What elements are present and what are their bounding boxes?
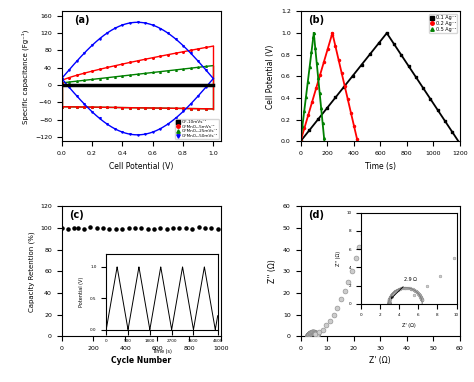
Point <box>144 225 151 231</box>
Point <box>99 225 107 231</box>
Text: (b): (b) <box>309 15 325 25</box>
Point <box>71 225 78 231</box>
Y-axis label: Capacity Retention (%): Capacity Retention (%) <box>28 231 35 312</box>
Legend: GF-10mVs⁻¹, GFMnO₂-5mVs⁻¹, GFMnO₂-25mVs⁻¹, GFMnO₂-50mVs⁻¹: GF-10mVs⁻¹, GFMnO₂-5mVs⁻¹, GFMnO₂-25mVs⁻… <box>175 119 219 139</box>
X-axis label: Cell Potential (V): Cell Potential (V) <box>109 162 173 171</box>
Point <box>163 227 171 233</box>
Y-axis label: Z'' (Ω): Z'' (Ω) <box>268 259 277 283</box>
Point <box>169 225 177 231</box>
Point <box>214 226 221 232</box>
Point <box>118 226 126 232</box>
Point <box>131 225 139 231</box>
Point <box>86 224 94 230</box>
Point <box>112 225 119 231</box>
X-axis label: Z' (Ω): Z' (Ω) <box>369 356 391 366</box>
Point <box>150 226 158 232</box>
Y-axis label: Cell Potential (V): Cell Potential (V) <box>266 44 275 108</box>
Text: (a): (a) <box>74 15 90 25</box>
X-axis label: Cycle Number: Cycle Number <box>111 356 171 366</box>
Point <box>195 224 202 230</box>
Point <box>74 225 82 231</box>
Point <box>189 226 196 232</box>
Point <box>208 225 215 231</box>
X-axis label: Time (s): Time (s) <box>365 162 396 171</box>
Point <box>176 225 183 231</box>
Text: (c): (c) <box>70 210 84 220</box>
Point <box>80 226 88 232</box>
Text: (d): (d) <box>309 210 325 220</box>
Point <box>201 225 209 231</box>
Point <box>93 225 100 231</box>
Legend: 0.1 Ag⁻¹, 0.2 Ag⁻¹, 0.5 Ag⁻¹: 0.1 Ag⁻¹, 0.2 Ag⁻¹, 0.5 Ag⁻¹ <box>429 14 457 33</box>
Point <box>125 225 132 231</box>
Point <box>137 225 145 231</box>
Point <box>106 226 113 232</box>
Point <box>58 225 65 231</box>
Point <box>156 225 164 231</box>
Y-axis label: Specific capacitance (Fg⁻¹): Specific capacitance (Fg⁻¹) <box>22 29 29 124</box>
Point <box>182 225 190 231</box>
Point <box>64 225 72 231</box>
